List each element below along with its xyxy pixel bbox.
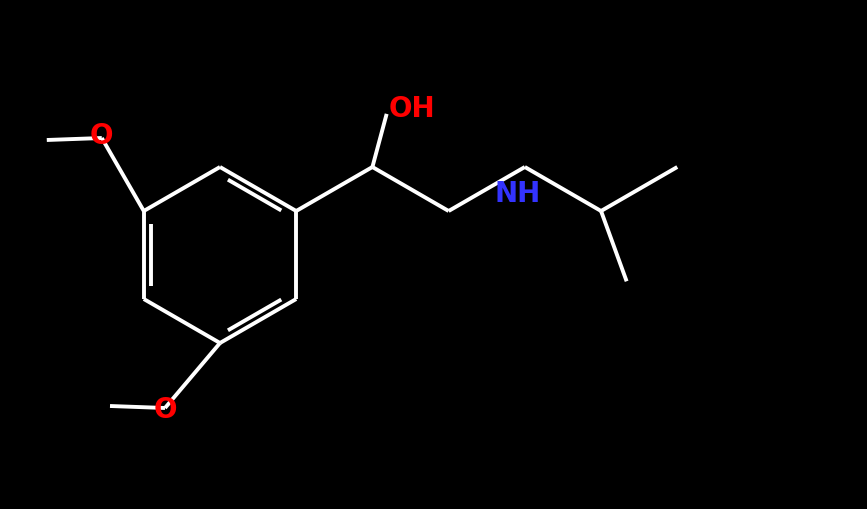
Text: OH: OH	[388, 95, 435, 123]
Text: O: O	[153, 396, 177, 424]
Text: NH: NH	[495, 180, 541, 208]
Text: O: O	[90, 122, 114, 150]
